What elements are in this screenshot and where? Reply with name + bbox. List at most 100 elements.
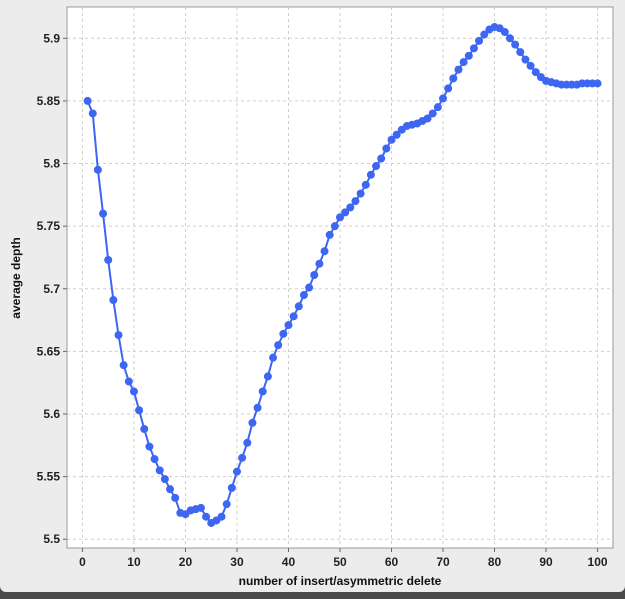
x-tick-label: 0	[79, 555, 86, 569]
data-point	[88, 109, 97, 118]
y-tick-label: 5.75	[37, 219, 61, 233]
x-tick-label: 60	[385, 555, 399, 569]
data-point	[439, 94, 448, 103]
data-point	[238, 453, 247, 462]
data-point	[382, 144, 391, 153]
y-tick-label: 5.55	[37, 470, 61, 484]
x-tick-label: 90	[539, 555, 553, 569]
data-point	[366, 170, 375, 179]
axis-ticks: 0 10 20 30 40 50 60 70 80 90 1005.55.555.65.655.75…	[37, 31, 608, 569]
data-point	[263, 372, 272, 381]
x-tick-label: 50	[333, 555, 347, 569]
data-point	[423, 114, 432, 123]
data-point	[511, 40, 520, 49]
data-point	[284, 321, 293, 330]
data-point	[516, 48, 525, 57]
data-point	[593, 79, 602, 88]
data-point	[341, 208, 350, 217]
data-point	[166, 485, 175, 494]
data-point	[83, 96, 92, 105]
data-point	[392, 130, 401, 139]
data-point	[109, 296, 118, 305]
data-point	[526, 61, 535, 70]
data-point	[145, 442, 154, 451]
data-point	[150, 455, 159, 464]
y-tick-label: 5.7	[43, 282, 60, 296]
y-tick-label: 5.6	[43, 407, 60, 421]
y-tick-label: 5.65	[37, 344, 61, 358]
data-point	[469, 44, 478, 53]
data-point	[93, 165, 102, 174]
data-point	[129, 387, 138, 396]
data-point	[232, 467, 241, 476]
x-tick-label: 30	[230, 555, 244, 569]
data-point	[299, 291, 308, 300]
data-point	[289, 312, 298, 321]
data-point	[135, 406, 144, 415]
data-point	[454, 65, 463, 74]
data-point	[258, 387, 267, 396]
y-tick-label: 5.9	[43, 31, 60, 45]
data-point	[196, 503, 205, 512]
data-point	[140, 425, 149, 434]
y-tick-label: 5.8	[43, 157, 60, 171]
data-point	[315, 259, 324, 268]
data-point	[294, 302, 303, 311]
y-axis-title: average depth	[9, 237, 23, 318]
data-point	[274, 341, 283, 350]
data-point	[459, 58, 468, 67]
data-point	[377, 154, 386, 163]
data-point	[248, 418, 257, 427]
data-point	[269, 353, 278, 362]
x-tick-label: 20	[179, 555, 193, 569]
data-point	[480, 30, 489, 39]
data-point	[346, 203, 355, 212]
x-tick-label: 80	[488, 555, 502, 569]
data-point	[325, 230, 334, 239]
data-point	[279, 329, 288, 338]
data-point	[171, 493, 180, 502]
data-point	[330, 222, 339, 231]
data-point	[500, 28, 509, 37]
data-point	[160, 475, 169, 484]
data-point	[336, 213, 344, 222]
data-point	[505, 34, 514, 43]
data-point	[449, 74, 458, 83]
data-point	[361, 180, 370, 189]
y-tick-label: 5.85	[37, 94, 61, 108]
data-series	[83, 23, 602, 527]
data-point	[387, 135, 396, 144]
data-point	[531, 68, 540, 77]
data-point	[253, 403, 262, 412]
x-axis-title: number of insert/asymmetric delete	[239, 574, 442, 588]
data-point	[444, 84, 453, 93]
y-tick-label: 5.5	[43, 532, 60, 546]
data-point	[217, 512, 226, 521]
data-point	[305, 283, 314, 292]
data-point	[351, 197, 360, 206]
data-point	[202, 512, 211, 521]
data-point	[99, 209, 108, 218]
data-point	[104, 255, 113, 264]
data-point	[119, 361, 128, 370]
data-point	[356, 189, 365, 198]
x-tick-label: 40	[282, 555, 296, 569]
data-point	[475, 36, 484, 45]
data-point	[521, 55, 530, 64]
data-point	[310, 270, 319, 279]
data-point	[372, 162, 381, 171]
data-point	[428, 109, 437, 118]
gridlines	[67, 7, 613, 548]
x-tick-label: 10	[127, 555, 141, 569]
data-point	[155, 466, 164, 475]
data-point	[114, 331, 123, 340]
data-point	[433, 103, 442, 112]
x-tick-label: 100	[588, 555, 608, 569]
data-point	[124, 377, 133, 386]
data-point	[222, 500, 231, 509]
data-point	[320, 247, 329, 256]
x-tick-label: 70	[436, 555, 450, 569]
data-point	[227, 483, 236, 492]
